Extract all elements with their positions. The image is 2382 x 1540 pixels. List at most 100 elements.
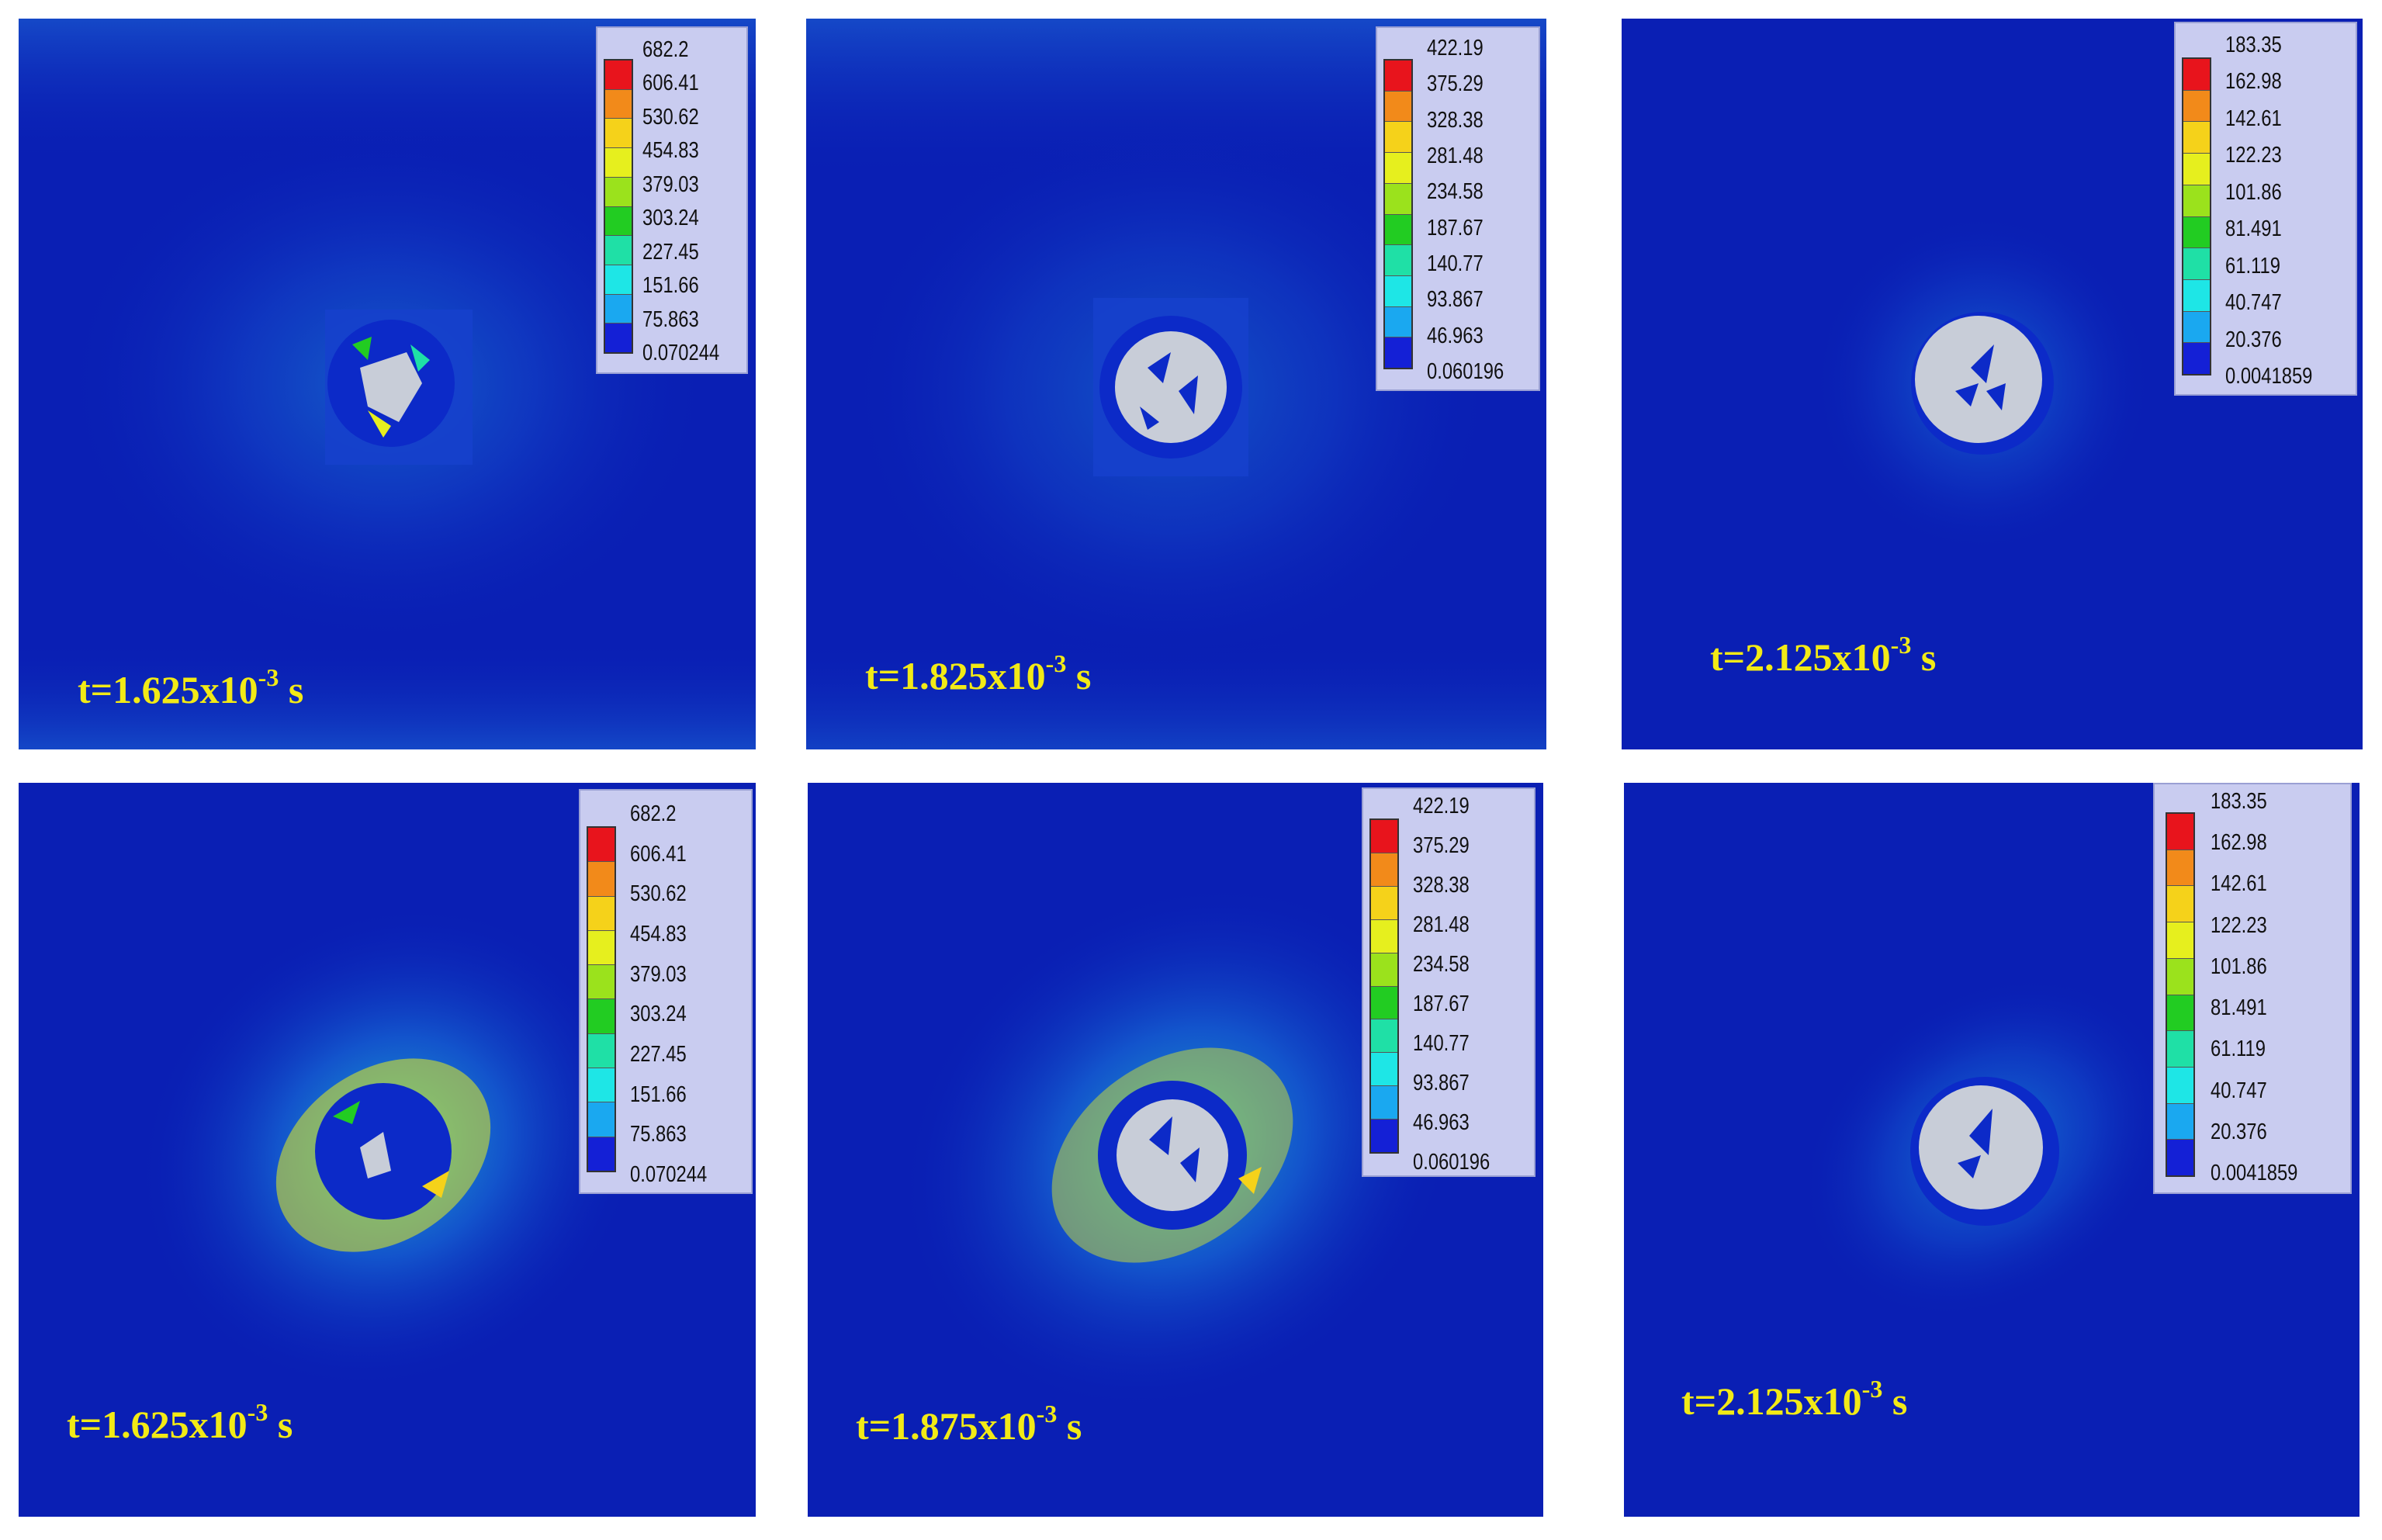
legend-swatch [2183,311,2210,344]
legend-swatch [2183,248,2210,280]
color-legend: 183.35 162.98 142.61 122.23 101.86 81.491 61.1… [2174,22,2357,396]
legend-swatch [1385,275,1411,307]
legend-swatch [2183,154,2210,185]
legend-value: 606.41 [630,841,687,867]
legend-swatch [2167,886,2193,923]
legend-value: 151.66 [630,1081,687,1107]
legend-swatch [2183,122,2210,154]
legend-swatch [605,148,632,178]
legend-swatch [1371,953,1397,987]
legend-swatch [1371,886,1397,920]
legend-value: 227.45 [642,239,699,265]
legend-swatch [2167,1140,2193,1176]
legend-scale [1383,59,1413,369]
legend-swatch [1385,183,1411,215]
color-legend: 682.2 606.41 530.62 454.83 379.03 303.24 227.4… [596,26,748,374]
legend-value: 303.24 [630,1002,687,1027]
legend-swatch [588,862,615,897]
legend-value: 227.45 [630,1041,687,1067]
color-legend: 183.35 162.98 142.61 122.23 101.86 81.491 61.1… [2153,783,2352,1194]
legend-swatch [605,177,632,207]
stress-field [899,883,1461,1412]
legend-value: 93.867 [1413,1071,1470,1095]
legend-value: 0.070244 [630,1161,708,1187]
time-label: t=2.125x10-3 s [1710,631,1937,679]
legend-swatch [605,119,632,149]
legend-value: 281.48 [1413,912,1470,937]
legend-swatch [588,999,615,1034]
legend-swatch [2183,185,2210,217]
legend-value: 162.98 [2225,69,2282,95]
legend-swatch [1371,1086,1397,1120]
legend-value: 81.491 [2211,995,2267,1021]
legend-value: 81.491 [2225,216,2282,242]
legend-value: 0.070244 [642,340,720,365]
legend-value: 375.29 [1427,71,1484,97]
legend-value: 422.19 [1413,794,1470,818]
legend-scale [587,826,616,1172]
panel-bottom-right: 183.35 162.98 142.61 122.23 101.86 81.491 61.1… [1624,783,2359,1517]
legend-value: 187.67 [1427,215,1484,241]
legend-value: 328.38 [1413,873,1470,898]
legend-swatch [588,1102,615,1137]
legend-swatch [2167,958,2193,995]
legend-swatch [605,236,632,265]
legend-value: 40.747 [2225,290,2282,316]
legend-swatch [2167,814,2193,850]
legend-swatch [1385,153,1411,184]
time-label: t=1.625x10-3 s [67,1398,293,1446]
time-label: t=1.875x10-3 s [856,1400,1082,1448]
legend-value: 75.863 [630,1122,687,1147]
legend-swatch [605,294,632,324]
legend-swatch [2167,850,2193,887]
legend-swatch [2167,922,2193,959]
legend-swatch [588,965,615,1000]
stress-field [1801,975,2176,1320]
legend-value: 40.747 [2211,1078,2267,1103]
legend-value: 183.35 [2211,789,2267,814]
legend-labels: 422.19 375.29 328.38 281.48 234.58 187.67 140.… [1413,795,1507,1174]
legend-scale [604,59,633,354]
legend-swatch [1385,214,1411,246]
legend-value: 682.2 [642,37,689,62]
legend-labels: 682.2 606.41 530.62 454.83 379.03 303.24 227.4… [642,39,736,365]
panel-top-left: 682.2 606.41 530.62 454.83 379.03 303.24 227.4… [19,19,756,749]
legend-value: 303.24 [642,206,699,231]
legend-value: 0.0041859 [2225,363,2313,389]
legend-value: 328.38 [1427,107,1484,133]
legend-swatch [588,828,615,863]
legend-swatch [2167,1103,2193,1140]
legend-swatch [2183,343,2210,375]
legend-swatch [588,1137,615,1171]
legend-value: 20.376 [2211,1119,2267,1144]
legend-swatch [588,1033,615,1069]
legend-labels: 682.2 606.41 530.62 454.83 379.03 303.24 227.4… [630,803,724,1186]
legend-value: 101.86 [2225,179,2282,205]
legend-swatch [2167,995,2193,1032]
legend-swatch [1371,820,1397,853]
legend-value: 0.060196 [1427,358,1504,384]
legend-value: 454.83 [642,138,699,164]
legend-swatch [2183,59,2210,91]
legend-swatch [1385,337,1411,369]
legend-value: 379.03 [642,171,699,197]
legend-swatch [1385,306,1411,338]
legend-value: 422.19 [1427,36,1484,61]
legend-swatch [1385,122,1411,154]
legend-swatch [2183,279,2210,312]
legend-value: 234.58 [1427,179,1484,205]
legend-value: 375.29 [1413,833,1470,858]
legend-value: 183.35 [2225,33,2282,57]
panel-top-right: 183.35 162.98 142.61 122.23 101.86 81.491 61.1… [1622,19,2363,749]
legend-value: 530.62 [642,104,699,130]
legend-value: 93.867 [1427,287,1484,313]
legend-swatch [588,930,615,966]
legend-value: 281.48 [1427,143,1484,168]
stress-field [1812,213,2153,554]
legend-value: 46.963 [1427,323,1484,348]
legend-value: 187.67 [1413,991,1470,1016]
panel-bottom-left: 682.2 606.41 530.62 454.83 379.03 303.24 227.4… [19,783,756,1517]
legend-value: 142.61 [2211,871,2267,897]
legend-swatch [2183,216,2210,249]
legend-value: 0.060196 [1413,1150,1490,1175]
